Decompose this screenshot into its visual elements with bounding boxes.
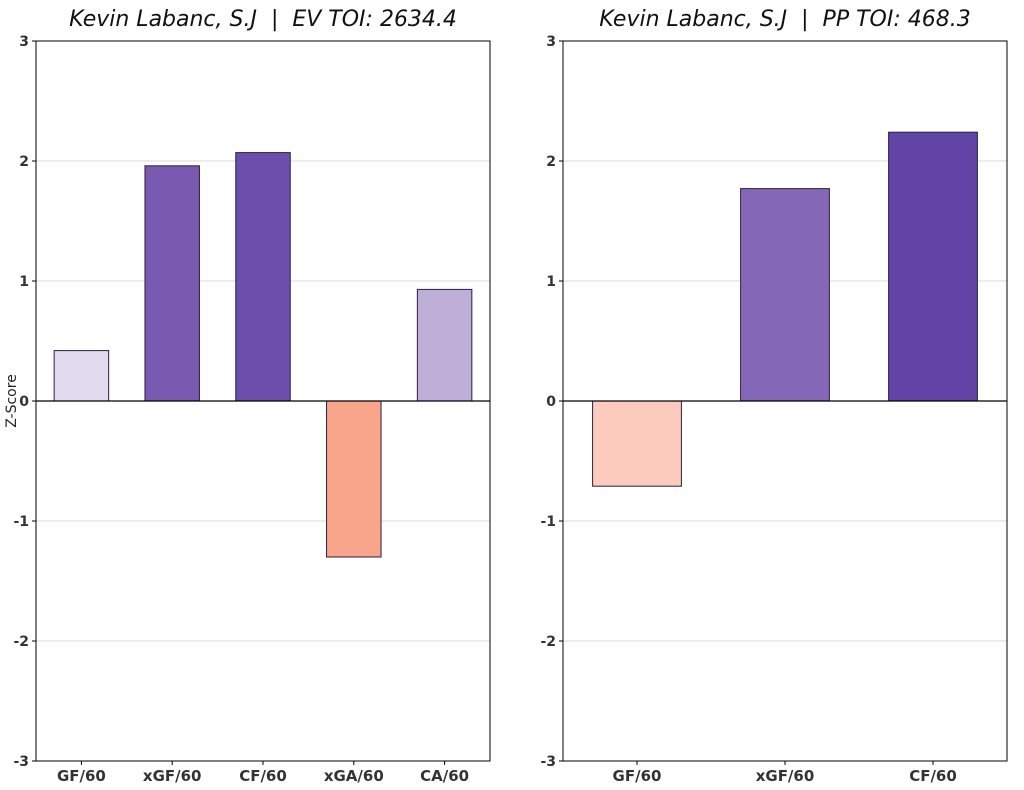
x-tick-label: CF/60: [239, 767, 287, 785]
x-tick-label: CA/60: [420, 767, 469, 785]
y-tick-label: 0: [19, 394, 29, 410]
bar-gf-60: [53, 350, 110, 402]
chart-panel-2: -3 -2 -1 0 1 2 3 GF/60 xGF/60 CF/60 Kevin Labanc, …: [540, 7, 1008, 785]
y-tick-label: 3: [546, 34, 556, 50]
y-tick-label: -1: [13, 514, 29, 530]
y-tick-label: -1: [540, 514, 556, 530]
y-tick-label: -3: [13, 754, 29, 770]
y-tick-label: -2: [13, 634, 29, 650]
bar-cf-60: [235, 152, 291, 402]
chart-title: Kevin Labanc, S.J | EV TOI: 2634.4: [69, 7, 457, 32]
y-tick-label: 1: [19, 274, 29, 290]
bar-xgf-60: [144, 165, 200, 402]
y-tick-label: 2: [19, 154, 29, 170]
y-tick-label: 3: [19, 34, 29, 50]
y-axis-label: Z-Score: [4, 374, 20, 428]
x-tick-label: CF/60: [909, 767, 957, 785]
chart-title: Kevin Labanc, S.J | PP TOI: 468.3: [599, 7, 970, 32]
x-tick-label: xGA/60: [324, 767, 384, 785]
y-tick-label: 1: [546, 274, 556, 290]
bar-ca-60: [416, 288, 473, 402]
bar-gf-60: [592, 400, 682, 487]
y-tick-label: 0: [546, 394, 556, 410]
bar-cf-60: [888, 131, 978, 402]
chart-panel-1: -3 -2 -1 0 1 2 3 GF/60 xGF/60 CF/60 xGA/60 CA/60 Kev…: [4, 7, 491, 785]
y-tick-label: 2: [546, 154, 556, 170]
x-tick-label: GF/60: [57, 767, 106, 785]
bar-xga-60: [326, 400, 382, 558]
x-tick-label: xGF/60: [756, 767, 815, 785]
x-tick-label: GF/60: [613, 767, 662, 785]
bar-xgf-60: [740, 188, 830, 402]
y-tick-label: -2: [540, 634, 556, 650]
y-tick-label: -3: [540, 754, 556, 770]
x-tick-label: xGF/60: [143, 767, 202, 785]
